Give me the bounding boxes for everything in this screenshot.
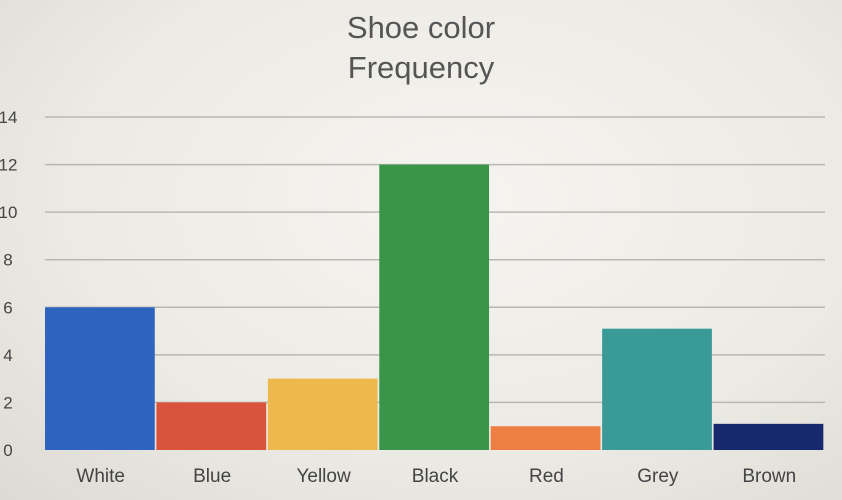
bar-white	[45, 307, 155, 450]
bar-blue	[156, 402, 267, 450]
y-tick-label: 8	[3, 251, 12, 270]
bar-brown	[713, 423, 824, 450]
y-tick-label: 12	[0, 156, 17, 175]
chart-title-line-2: Frequency	[347, 50, 495, 85]
bar-red	[490, 426, 601, 450]
bar-grey	[602, 328, 712, 450]
bar-yellow	[267, 378, 378, 450]
x-tick-label: Brown	[742, 466, 796, 487]
x-tick-label: White	[76, 466, 125, 487]
y-tick-label: 2	[3, 393, 12, 412]
x-tick-label: Yellow	[296, 466, 351, 487]
y-tick-label: 10	[0, 203, 17, 222]
y-tick-label: 6	[3, 298, 12, 317]
x-tick-label: Black	[412, 466, 459, 487]
chart-title-line-1: Shoe color	[346, 10, 496, 45]
x-tick-label: Blue	[193, 466, 231, 487]
y-tick-label: 4	[3, 346, 12, 365]
y-tick-label: 0	[3, 441, 12, 460]
x-tick-label: Grey	[637, 466, 679, 487]
bar-black	[379, 164, 490, 451]
y-tick-label: 14	[0, 108, 17, 127]
chart-title: Shoe color Frequency	[0, 8, 842, 88]
x-tick-label: Red	[529, 466, 564, 487]
